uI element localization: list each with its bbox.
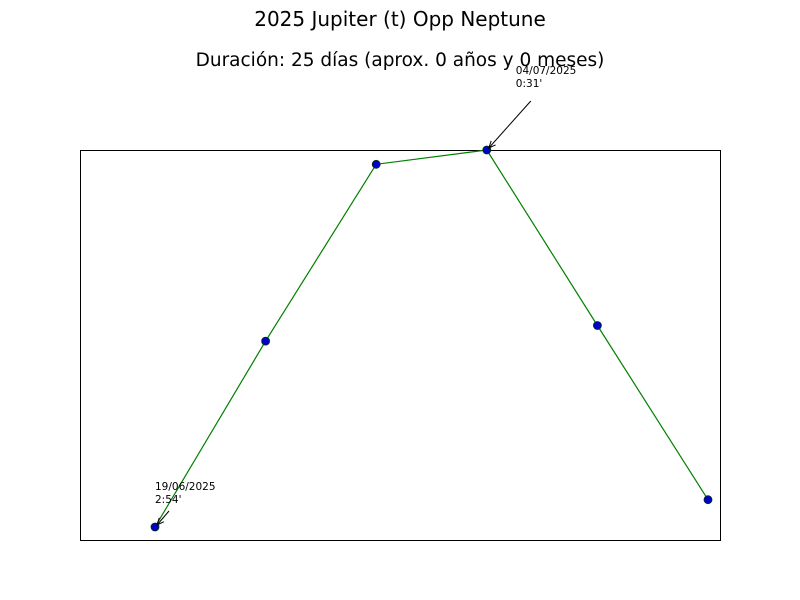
series-line-segment	[154, 340, 267, 528]
data-point	[593, 321, 602, 330]
annotation-value: 0:31'	[516, 78, 542, 90]
series-line-segment	[265, 163, 377, 342]
data-point	[261, 336, 271, 346]
data-point	[371, 159, 381, 169]
series-line-segment	[376, 149, 487, 165]
annotation-date: 04/07/2025	[516, 65, 577, 77]
annotation-value: 2:54'	[155, 494, 181, 506]
annotation-arrow	[157, 510, 170, 525]
series-line-segment	[486, 149, 598, 326]
series-line-segment	[596, 325, 709, 501]
plot-frame	[80, 150, 721, 541]
annotation-arrow	[489, 100, 532, 148]
chart-subtitle: Duración: 25 días (aprox. 0 años y 0 mes…	[195, 50, 605, 71]
annotation-date: 19/06/2025	[155, 481, 216, 493]
chart-title: 2025 Jupiter (t) Opp Neptune	[254, 7, 546, 31]
data-point	[703, 495, 713, 505]
